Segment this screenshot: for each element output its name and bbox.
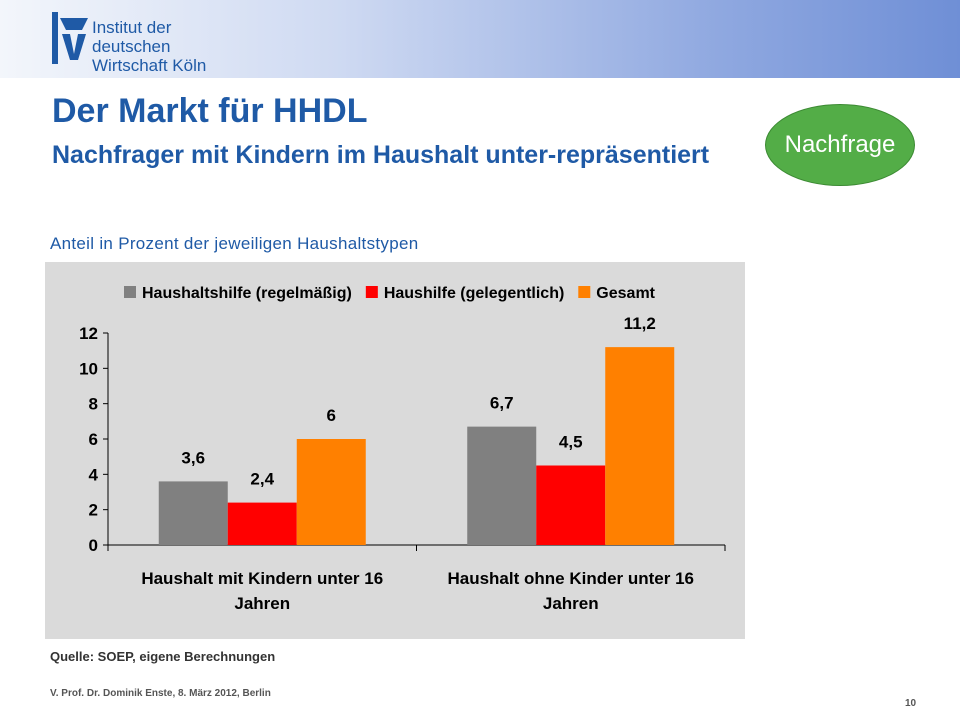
page-title: Der Markt für HHDL xyxy=(52,92,368,130)
bar-chart: 0 2 4 6 8 10 12 3,6 2,4 6 Haushalt mit Kindern unt… xyxy=(45,262,745,639)
legend-label-2: Haushilfe (gelegentlich) xyxy=(384,285,564,302)
y-tick-label: 2 xyxy=(89,501,98,520)
chart-caption: Anteil in Prozent der jeweiligen Haushal… xyxy=(50,234,419,253)
institute-name-line1: Institut der deutschen xyxy=(92,18,172,56)
chart-svg: 0 2 4 6 8 10 12 3,6 2,4 6 Haushalt mit Kindern unt… xyxy=(79,285,726,613)
bar-2 xyxy=(536,465,606,545)
bar-value-label: 6 xyxy=(327,406,336,425)
legend-swatch-2 xyxy=(365,286,378,298)
legend-swatch-1 xyxy=(124,286,136,298)
institute-logo: Institut der deutschen Wirtschaft Köln xyxy=(48,10,248,75)
bar-value-label: 3,6 xyxy=(181,448,205,467)
y-tick-label: 4 xyxy=(89,465,99,484)
header-band xyxy=(0,0,960,78)
page-subtitle: Nachfrager mit Kindern im Haushalt unter… xyxy=(52,141,710,169)
bar-1 xyxy=(158,481,228,545)
institute-name-line2: Wirtschaft Köln xyxy=(92,56,207,75)
bar-value-label: 11,2 xyxy=(624,314,656,333)
page-number: 10 xyxy=(905,698,917,709)
y-tick-label: 0 xyxy=(89,536,98,555)
footer-text: V. Prof. Dr. Dominik Enste, 8. März 2012… xyxy=(50,688,271,699)
legend-swatch-3 xyxy=(578,286,591,298)
iw-logo-icon xyxy=(52,12,88,64)
y-tick-label: 8 xyxy=(89,395,98,414)
nachfrage-badge: Nachfrage xyxy=(765,104,915,186)
bar-value-label: 2,4 xyxy=(250,470,274,489)
bar-1 xyxy=(467,426,537,545)
bar-value-label: 4,5 xyxy=(559,433,583,452)
institute-name: Institut der deutschen Wirtschaft Köln xyxy=(92,18,248,75)
y-tick-label: 12 xyxy=(79,324,98,343)
y-tick-label: 10 xyxy=(79,359,98,378)
category-label-line2: Jahren xyxy=(234,594,290,613)
bar-3 xyxy=(296,439,366,545)
bar-value-label: 6,7 xyxy=(490,394,514,413)
legend-label-3: Gesamt xyxy=(596,285,655,302)
y-tick-label: 6 xyxy=(89,430,98,449)
legend-label-1: Haushaltshilfe (regelmäßig) xyxy=(142,285,352,302)
category-label-line1: Haushalt mit Kindern unter 16 xyxy=(141,569,383,588)
bar-2 xyxy=(227,502,297,545)
category-label-line1: Haushalt ohne Kinder unter 16 xyxy=(447,569,694,588)
source-note: Quelle: SOEP, eigene Berechnungen xyxy=(50,649,276,664)
category-label-line2: Jahren xyxy=(543,594,599,613)
bar-3 xyxy=(605,347,675,545)
